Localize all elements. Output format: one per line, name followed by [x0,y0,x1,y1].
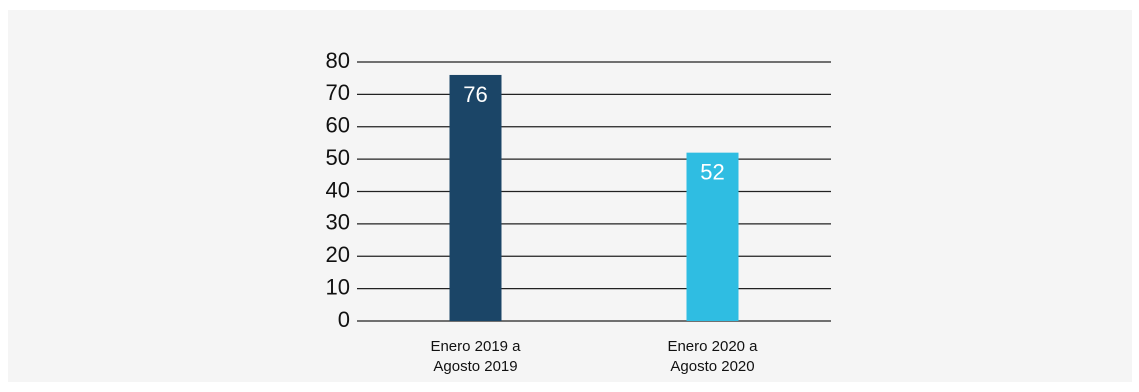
x-tick-label: Enero 2020 a [667,338,758,355]
y-tick-label: 30 [326,210,350,235]
y-tick-label: 0 [338,307,350,332]
bar [686,152,739,321]
data-label: 52 [700,159,724,184]
y-tick-label: 80 [326,48,350,73]
y-tick-label: 50 [326,145,350,170]
y-tick-label: 20 [326,242,350,267]
bars [449,74,739,321]
y-axis: 0 10 20 30 40 50 60 70 80 [326,48,350,332]
x-tick-label: Enero 2019 a [430,338,521,355]
x-axis: Enero 2019 a Agosto 2019 Enero 2020 a Agost… [430,338,758,375]
x-tick-label: Agosto 2019 [433,358,517,375]
y-tick-label: 10 [326,274,350,299]
data-label: 76 [463,82,487,107]
data-labels: 76 52 [463,82,724,185]
chart-panel [8,10,1132,382]
y-tick-label: 40 [326,177,350,202]
bar [449,74,502,321]
y-tick-label: 60 [326,113,350,138]
y-tick-label: 70 [326,80,350,105]
gridlines [357,61,831,322]
x-tick-label: Agosto 2020 [670,358,754,375]
